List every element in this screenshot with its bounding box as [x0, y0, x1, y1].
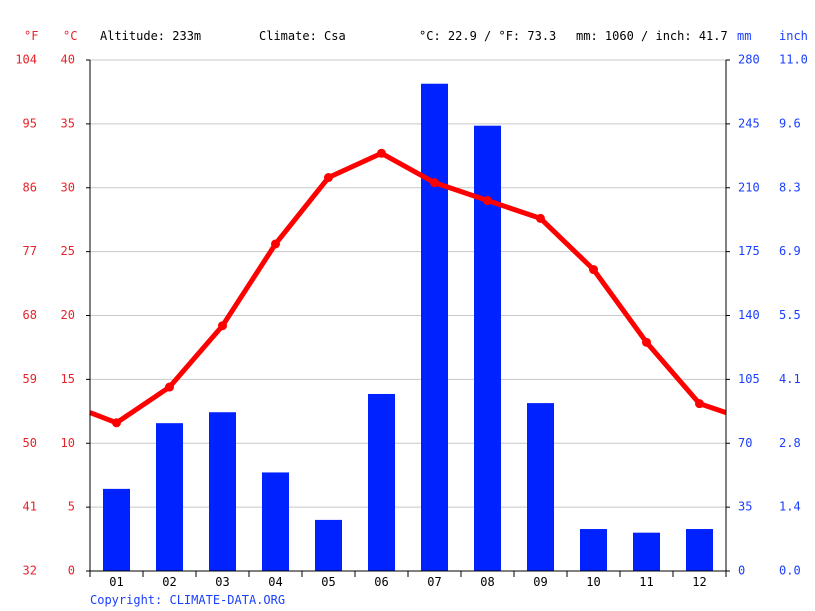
y-tick-label-celsius: 0 [68, 564, 75, 578]
y-tick-label-mm: 175 [738, 244, 760, 258]
y-tick-label-inch: 2.8 [779, 436, 801, 450]
precipitation-bar [633, 532, 660, 571]
y-tick-label-fahrenheit: 68 [23, 308, 37, 322]
precipitation-bar [421, 83, 448, 571]
y-tick-label-fahrenheit: 77 [23, 244, 37, 258]
temperature-point [430, 178, 439, 188]
y-tick-label-fahrenheit: 41 [23, 500, 37, 514]
y-tick-label-fahrenheit: 95 [23, 116, 37, 130]
precipitation-bar [368, 393, 395, 571]
climate-label: Climate: Csa [259, 29, 346, 43]
y-tick-label-mm: 280 [738, 53, 760, 67]
precipitation-bar [580, 529, 607, 571]
precipitation-bar [156, 423, 183, 571]
x-tick-label-month: 05 [321, 575, 335, 589]
precipitation-bar [209, 412, 236, 571]
unit-inch-label: inch [779, 29, 808, 43]
y-tick-label-celsius: 10 [61, 436, 75, 450]
temperature-point [642, 337, 651, 347]
y-tick-label-inch: 0.0 [779, 564, 801, 578]
axes [86, 59, 730, 577]
temperature-point [112, 418, 121, 428]
x-tick-label-month: 10 [586, 575, 600, 589]
x-tick-label-month: 09 [533, 575, 547, 589]
temperature-point [218, 321, 227, 331]
precipitation-bars [103, 83, 713, 571]
temperature-point [324, 173, 333, 183]
precipitation-bar [103, 488, 130, 571]
precipitation-bar [262, 472, 289, 571]
temperature-point [483, 196, 492, 206]
y-axis-inch-ticks: 0.0 1.4 2.8 4.1 5.5 6.9 8.3 9.6 11.0 [779, 53, 808, 578]
y-tick-label-fahrenheit: 50 [23, 436, 37, 450]
x-tick-label-month: 06 [374, 575, 388, 589]
temperature-point [165, 382, 174, 392]
x-tick-label-month: 11 [639, 575, 653, 589]
copyright-link[interactable]: Copyright: CLIMATE-DATA.ORG [90, 593, 285, 607]
temperature-point [536, 213, 545, 223]
unit-celsius-label: °C [63, 29, 77, 43]
x-tick-label-month: 01 [109, 575, 123, 589]
x-tick-label-month: 03 [215, 575, 229, 589]
y-tick-label-fahrenheit: 86 [23, 180, 37, 194]
y-axis-mm-ticks: 0 35 70 105 140 175 210 245 280 [738, 53, 760, 578]
y-tick-label-fahrenheit: 59 [23, 372, 37, 386]
precipitation-bar [474, 125, 501, 571]
y-axis-celsius-ticks: 0 5 10 15 20 25 30 35 40 [61, 53, 75, 578]
temperature-point [271, 239, 280, 249]
y-tick-label-inch: 4.1 [779, 372, 801, 386]
y-tick-label-celsius: 15 [61, 372, 75, 386]
total-precipitation-label: mm: 1060 / inch: 41.7 [576, 29, 728, 43]
y-tick-label-celsius: 5 [68, 500, 75, 514]
x-tick-label-month: 04 [268, 575, 282, 589]
y-tick-label-mm: 105 [738, 372, 760, 386]
temperature-series-line [89, 150, 727, 426]
y-tick-label-fahrenheit: 32 [23, 564, 37, 578]
y-tick-label-mm: 0 [738, 564, 745, 578]
precipitation-bar [315, 519, 342, 571]
y-tick-label-inch: 1.4 [779, 500, 801, 514]
y-tick-label-mm: 210 [738, 180, 760, 194]
y-tick-label-mm: 70 [738, 436, 752, 450]
temperature-point [377, 148, 386, 158]
y-tick-label-inch: 5.5 [779, 308, 801, 322]
y-tick-label-inch: 8.3 [779, 180, 801, 194]
y-tick-label-mm: 35 [738, 500, 752, 514]
temperature-point [589, 265, 598, 275]
y-tick-label-celsius: 40 [61, 53, 75, 67]
y-tick-label-inch: 11.0 [779, 53, 808, 67]
y-tick-label-celsius: 25 [61, 244, 75, 258]
y-tick-label-mm: 140 [738, 308, 760, 322]
x-tick-label-month: 08 [480, 575, 494, 589]
x-axis-month-ticks: 01 02 03 04 05 06 07 08 09 10 11 12 [109, 575, 706, 589]
y-tick-label-celsius: 35 [61, 116, 75, 130]
unit-fahrenheit-label: °F [24, 29, 38, 43]
y-tick-label-inch: 9.6 [779, 116, 801, 130]
y-axis-fahrenheit-ticks: 32 41 50 59 68 77 86 95 104 [15, 53, 37, 578]
grid-lines [90, 59, 726, 508]
average-temperature-label: °C: 22.9 / °F: 73.3 [419, 29, 556, 43]
y-tick-label-inch: 6.9 [779, 244, 801, 258]
unit-mm-label: mm [737, 29, 751, 43]
y-tick-label-celsius: 20 [61, 308, 75, 322]
y-tick-label-fahrenheit: 104 [15, 53, 37, 67]
temperature-line [89, 148, 727, 428]
precipitation-bar [686, 529, 713, 571]
x-tick-label-month: 02 [162, 575, 176, 589]
precipitation-bar [527, 403, 554, 571]
y-tick-label-celsius: 30 [61, 180, 75, 194]
temperature-point [695, 399, 704, 409]
x-tick-label-month: 12 [692, 575, 706, 589]
y-tick-label-mm: 245 [738, 116, 760, 130]
x-tick-label-month: 07 [427, 575, 441, 589]
altitude-label: Altitude: 233m [100, 29, 201, 43]
